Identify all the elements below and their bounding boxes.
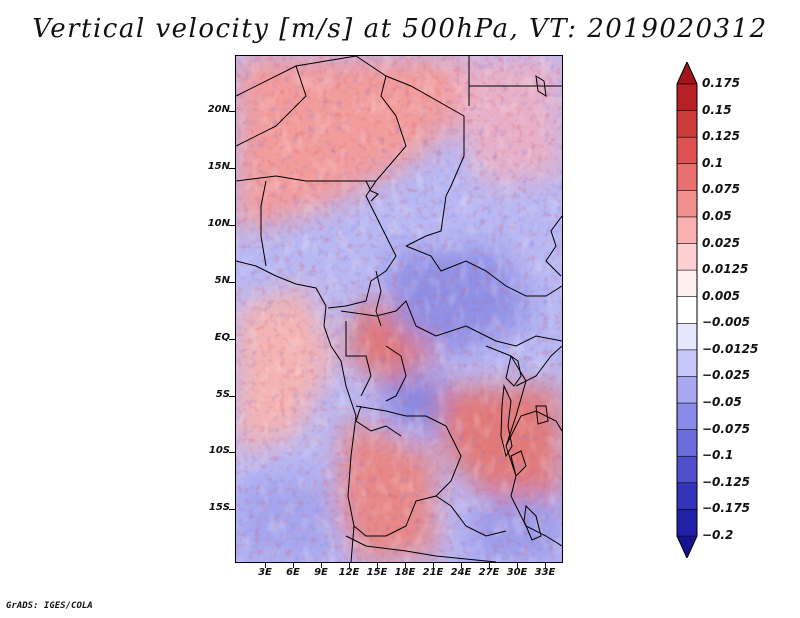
colorbar-label: −0.025	[702, 368, 751, 383]
colorbar-label: −0.05	[702, 395, 742, 410]
texture-white	[236, 56, 562, 562]
lon-label-18e: 18E	[394, 567, 416, 578]
colorbar-label: 0.175	[702, 76, 740, 90]
colorbar-label: 0.075	[702, 182, 740, 197]
lat-label-10s: 10S	[208, 445, 230, 456]
colorbar-segment	[676, 322, 698, 351]
colorbar-label: 0.005	[702, 288, 740, 303]
colorbar-segment	[676, 163, 698, 192]
plot-title: Vertical velocity [m/s] at 500hPa, VT: 2…	[32, 14, 768, 44]
colorbar-label: −0.125	[702, 474, 751, 489]
colorbar-segment	[676, 190, 698, 218]
colorbar-segment	[676, 83, 698, 112]
colorbar-segment	[676, 216, 698, 245]
lon-label-15e: 15E	[366, 567, 388, 578]
colorbar-label: 0.125	[702, 129, 740, 144]
colorbar	[676, 62, 698, 558]
lat-label-eq: EQ	[214, 332, 230, 343]
colorbar-label: 0.15	[702, 102, 732, 117]
colorbar-segment	[676, 62, 698, 85]
lon-label-33e: 33E	[534, 567, 556, 578]
colorbar-segment	[676, 136, 698, 165]
colorbar-label: 0.025	[702, 235, 740, 250]
lon-label-9e: 9E	[314, 567, 328, 578]
credit-text: GrADS: IGES/COLA	[6, 601, 93, 611]
colorbar-segment	[676, 296, 698, 325]
colorbar-label: 0.0125	[702, 262, 749, 277]
colorbar-segment	[676, 482, 698, 511]
colorbar-label: 0.1	[702, 155, 724, 170]
lat-label-20n: 20N	[207, 104, 230, 115]
colorbar-segment	[676, 455, 698, 484]
lon-label-27e: 27E	[478, 567, 500, 578]
colorbar-label: 0.05	[702, 208, 732, 223]
lat-label-5n: 5N	[214, 275, 230, 286]
lat-label-15s: 15S	[208, 502, 230, 513]
velocity-field-map	[236, 56, 562, 562]
colorbar-label: −0.0125	[702, 341, 759, 356]
colorbar-segment	[676, 349, 698, 378]
lat-label-5s: 5S	[215, 389, 230, 400]
colorbar-segment	[676, 376, 698, 404]
colorbar-segment	[676, 535, 698, 558]
colorbar-segment	[676, 110, 698, 138]
colorbar-label: −0.175	[702, 501, 751, 516]
colorbar-label: −0.1	[702, 448, 734, 463]
lon-label-21e: 21E	[422, 567, 444, 578]
lon-label-24e: 24E	[450, 567, 472, 578]
lon-label-30e: 30E	[506, 567, 528, 578]
colorbar-label: −0.075	[702, 421, 751, 436]
colorbar-label: −0.2	[702, 528, 734, 542]
lat-label-15n: 15N	[207, 161, 230, 172]
colorbar-segment	[676, 429, 698, 458]
country-borders	[236, 56, 562, 562]
lat-label-10n: 10N	[207, 218, 230, 229]
lon-label-12e: 12E	[338, 567, 360, 578]
colorbar-segment	[676, 402, 698, 431]
colorbar-segment	[676, 269, 698, 298]
map-panel	[235, 55, 563, 563]
lon-label-6e: 6E	[286, 567, 300, 578]
colorbar-label: −0.005	[702, 315, 751, 330]
colorbar-segment	[676, 243, 698, 271]
lon-label-3e: 3E	[258, 567, 272, 578]
colorbar-segment	[676, 509, 698, 537]
